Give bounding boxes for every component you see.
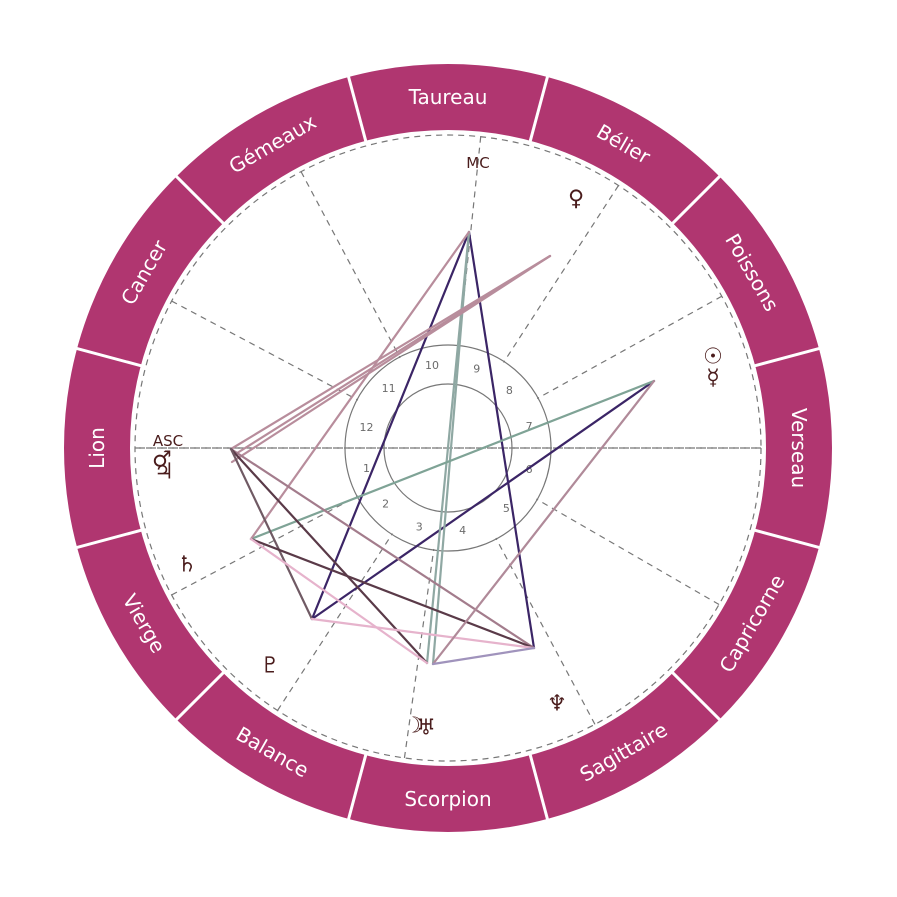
asc-label: ASC [153,432,183,450]
sign-label-10: Verseau [787,408,811,488]
house-number-10: 10 [425,359,439,372]
sign-divider [528,75,550,143]
house-cusp [458,136,482,347]
house-cusp [277,533,393,711]
house-cusp [171,495,359,596]
sign-label-4: Lion [85,427,109,469]
aspect-line [249,537,536,650]
aspect-line [249,230,471,541]
mc-label: MC [466,154,489,172]
sign-divider [528,753,550,821]
planets: ☉☿ ♀ ♂♃ ♄ ♅☽ ♆ ♇ [152,187,723,741]
sign-label-7: Scorpion [404,787,491,811]
house-cusp [300,171,401,359]
aspect-line [229,447,536,650]
pluto-icon: ♇ [260,654,280,679]
house-number-4: 4 [459,524,466,537]
labels: ASC MC [153,154,490,450]
aspect-line [229,447,429,665]
sign-divider [753,528,821,550]
house-ring-inner [383,383,513,513]
neptune-icon: ♆ [547,692,567,717]
aspect-line [431,230,471,666]
house-number-2: 2 [382,498,389,511]
sign-label-1: Taureau [408,85,488,109]
house-number-12: 12 [359,421,373,434]
house-number-9: 9 [473,363,480,376]
uranus-icon: ♅ [416,716,436,741]
aspect-line [230,254,552,464]
aspect-line [310,617,536,650]
aspect-lines [229,230,656,666]
aspect-line [249,537,429,665]
house-number-3: 3 [416,520,423,533]
house-cusp [503,185,619,363]
aspect-line [249,379,656,541]
house-cusp [536,498,720,606]
zodiac-band: BélierTaureauGémeauxCancerLionViergeBala… [64,64,832,832]
sign-divider [75,346,143,368]
house-ring-outer [344,344,552,552]
aspect-line [431,646,536,666]
house-number-8: 8 [506,384,513,397]
venus-icon: ♀ [568,187,584,212]
house-cusp [171,300,359,401]
sign-divider [346,75,368,143]
jupiter-icon: ♃ [154,460,174,485]
house-cusp [536,295,723,400]
house-number-5: 5 [503,502,510,515]
sign-divider [671,671,722,722]
house-number-1: 1 [363,462,370,475]
sign-divider [753,346,821,368]
sign-divider [671,174,722,225]
mercury-icon: ☿ [706,366,720,391]
aspect-line [431,379,656,666]
aspect-line [310,230,471,621]
saturn-icon: ♄ [177,553,197,578]
zodiac-ring [64,64,832,832]
sign-divider [174,671,225,722]
house-number-7: 7 [526,420,533,433]
sun-icon: ☉ [703,345,723,370]
sign-divider [75,528,143,550]
aspect-line [229,254,552,451]
sign-divider [346,753,368,821]
sign-divider [174,174,225,225]
mars-icon: ♂ [152,448,172,473]
house-cusp [495,537,596,725]
house-number-6: 6 [526,463,533,476]
moon-icon: ☽ [404,714,424,739]
aspect-line [310,379,656,621]
aspect-line [229,447,314,621]
house-cusp [403,548,435,759]
house-number-11: 11 [382,382,396,395]
